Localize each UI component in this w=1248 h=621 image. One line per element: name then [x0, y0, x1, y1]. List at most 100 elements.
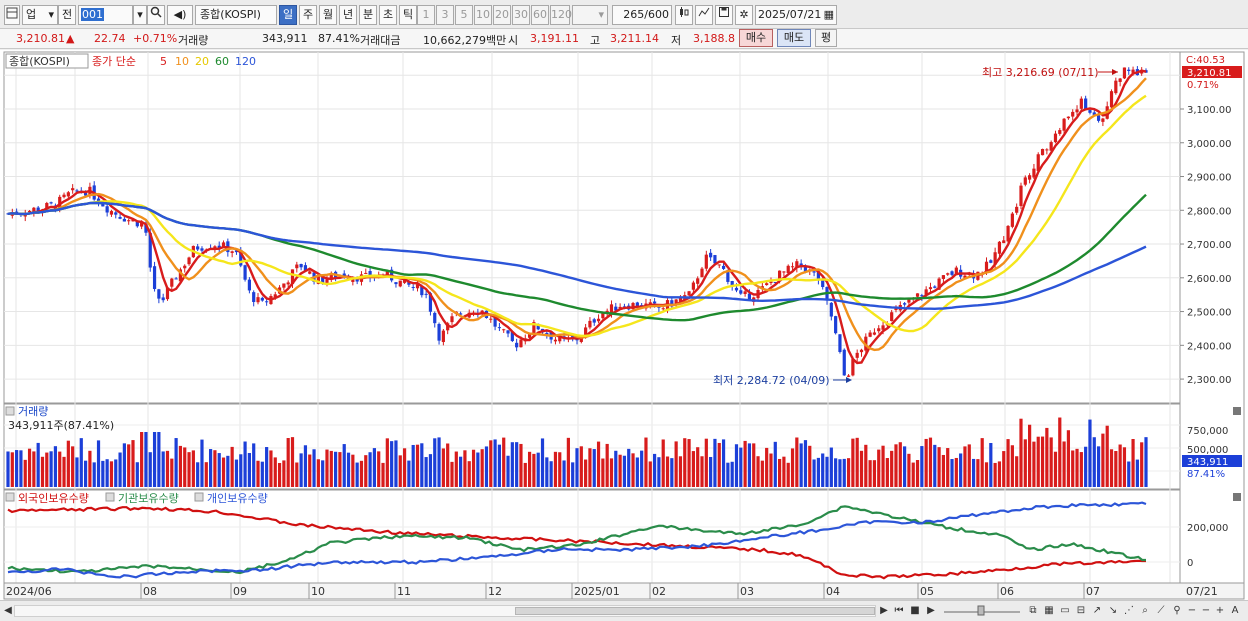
compare-icon[interactable]: ⊟ — [1076, 605, 1086, 616]
search-icon[interactable]: ⚲ — [1173, 605, 1181, 616]
zoom-slider[interactable] — [942, 603, 1022, 619]
scrollbar-thumb[interactable] — [515, 607, 875, 615]
candle-body — [135, 221, 139, 227]
volume-bar — [200, 439, 204, 487]
interval-3-button[interactable]: 3 — [436, 5, 454, 25]
candle-body — [1045, 149, 1049, 151]
step-back-icon[interactable]: ⏮ — [894, 605, 904, 616]
search-icon[interactable] — [147, 5, 165, 25]
volume-bar — [381, 462, 385, 487]
magnify-icon[interactable]: ⌕ — [1142, 605, 1148, 616]
copy-icon[interactable]: ⧉ — [1029, 605, 1037, 616]
candle-body — [1109, 91, 1114, 108]
pattern-icon[interactable]: ⋰ — [1124, 605, 1134, 616]
volume-bar — [592, 449, 596, 487]
price-tick-label: 2,800.00 — [1187, 206, 1232, 217]
legend-ma-5: 5 — [160, 55, 167, 68]
volume-bar — [140, 432, 144, 487]
calendar-icon[interactable]: ▦ — [823, 8, 834, 21]
candle-body — [506, 330, 510, 334]
play-icon[interactable]: ▶ — [927, 605, 935, 616]
period-day-tab[interactable]: 일 — [279, 5, 297, 25]
volume-bar — [196, 462, 200, 487]
code-dropdown-icon[interactable]: ▾ — [133, 5, 147, 25]
sell-button[interactable]: 매도 — [777, 29, 811, 47]
interval-5-button[interactable]: 5 — [455, 5, 473, 25]
prev-button[interactable]: 전 — [58, 5, 76, 25]
candle-body — [765, 283, 769, 286]
volume-bar — [825, 456, 829, 487]
current-price-pct: 0.71% — [1187, 80, 1219, 91]
zoom-out-icon[interactable]: − — [1187, 605, 1197, 616]
chevron-down-icon: ▾ — [598, 8, 604, 21]
volume-bar — [1002, 451, 1006, 487]
interval-120-button[interactable]: 120 — [550, 5, 572, 25]
stop-icon[interactable]: ■ — [910, 605, 920, 616]
zoom-in-icon[interactable]: + — [1215, 605, 1225, 616]
period-month-tab[interactable]: 월 — [319, 5, 337, 25]
candle-body — [368, 271, 372, 279]
buy-button[interactable]: 매수 — [739, 29, 773, 47]
volume-bar — [342, 444, 346, 487]
volume-bar — [377, 451, 381, 487]
save-icon[interactable] — [715, 5, 733, 25]
holdings-panel-close-icon[interactable] — [1233, 493, 1241, 501]
volume-bar — [773, 441, 777, 487]
volume-bar — [967, 444, 971, 487]
scroll-right-icon[interactable]: ▶ — [880, 605, 888, 616]
trend-down-icon[interactable]: ↘ — [1108, 605, 1118, 616]
volume-bar — [618, 454, 622, 487]
chart-svg[interactable]: 종합(KOSPI) 종가 단순 5 10 20 60 120 최고 3,216.… — [0, 50, 1248, 600]
period-second-tab[interactable]: 초 — [379, 5, 397, 25]
candle-body — [907, 299, 911, 303]
grid-icon[interactable]: ▦ — [1044, 605, 1054, 616]
volume-bar — [230, 446, 234, 487]
candle-body — [894, 308, 898, 311]
period-tick-tab[interactable]: 틱 — [399, 5, 417, 25]
line-tool-icon[interactable] — [695, 5, 713, 25]
interval-custom-select[interactable]: ▾ — [572, 5, 608, 25]
count-field[interactable]: 265/600 — [612, 5, 672, 25]
volume-panel-close-icon[interactable] — [1233, 407, 1241, 415]
interval-1-button[interactable]: 1 — [417, 5, 435, 25]
period-year-tab[interactable]: 년 — [339, 5, 357, 25]
window-icon[interactable]: ▭ — [1060, 605, 1070, 616]
legend-index-box[interactable] — [5, 53, 89, 69]
interval-30-button[interactable]: 30 — [512, 5, 530, 25]
volume-bar — [851, 438, 855, 487]
candle-body — [282, 283, 286, 288]
trend-up-icon[interactable]: ↗ — [1092, 605, 1102, 616]
ruler-icon[interactable]: ⟋ — [1157, 605, 1165, 616]
period-week-tab[interactable]: 주 — [299, 5, 317, 25]
x-axis-label: 08 — [143, 585, 157, 598]
speaker-icon[interactable]: ◀) — [167, 5, 193, 25]
x-axis-label: 03 — [740, 585, 754, 598]
interval-20-button[interactable]: 20 — [493, 5, 511, 25]
period-minute-tab[interactable]: 분 — [359, 5, 377, 25]
date-field[interactable]: 2025/07/21 ▦ — [755, 5, 837, 25]
candle-body — [1062, 118, 1066, 131]
chart-scrollbar[interactable] — [14, 605, 876, 617]
code-input[interactable]: 001 — [78, 5, 133, 25]
interval-10-button[interactable]: 10 — [474, 5, 492, 25]
candle-body — [1122, 67, 1127, 79]
volume-bar — [269, 450, 273, 487]
amount-label: 거래대금 — [360, 34, 401, 47]
average-button[interactable]: 평 — [815, 29, 837, 47]
candle-icon[interactable] — [675, 5, 693, 25]
hold-tick-200k: 200,000 — [1187, 523, 1228, 534]
scroll-left-icon[interactable]: ◀ — [4, 605, 12, 616]
volume-bar — [234, 459, 239, 487]
interval-60-button[interactable]: 60 — [531, 5, 549, 25]
minus-icon[interactable]: − — [1201, 605, 1211, 616]
text-tool-icon[interactable]: A — [1231, 605, 1239, 616]
volume-bar — [558, 452, 562, 487]
volume-panel-icon[interactable] — [5, 406, 15, 416]
market-select[interactable]: 업 ▾ — [22, 5, 58, 25]
gear-icon[interactable]: ✲ — [735, 5, 753, 25]
chart-type-icon[interactable] — [4, 5, 20, 25]
holdings-panel-icon[interactable] — [5, 492, 15, 502]
market-select-label: 업 — [26, 8, 37, 21]
candle-body — [872, 332, 877, 335]
volume-bar — [407, 460, 411, 487]
